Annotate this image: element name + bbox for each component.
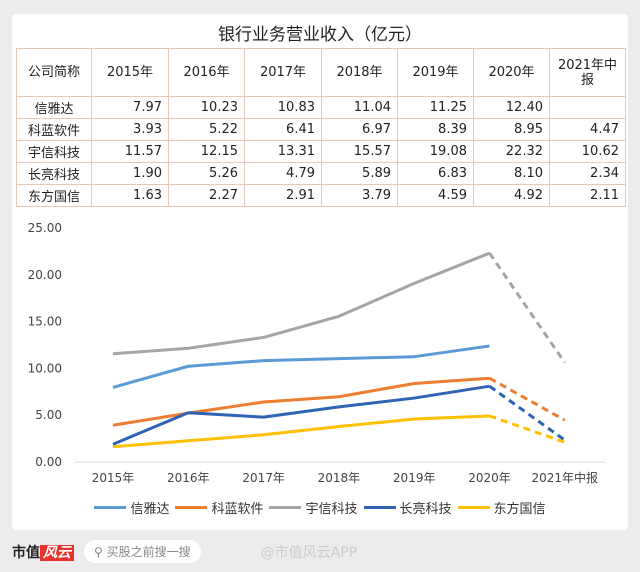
table-cell: 1.63	[91, 184, 169, 207]
table-cell: 5.26	[168, 162, 245, 185]
series-line-东方国信	[112, 414, 490, 449]
legend-item: 信雅达	[94, 498, 169, 517]
table-cell: 4.92	[473, 184, 550, 207]
series-dashed-长亮科技	[488, 384, 566, 442]
search-button[interactable]: ⚲ 买股之前搜一搜	[84, 540, 201, 563]
y-tick-label: 15.00	[28, 315, 62, 329]
legend-swatch	[175, 506, 208, 509]
x-tick-label: 2020年	[468, 471, 511, 485]
table-cell: 2019年	[397, 48, 474, 97]
legend: 信雅达 科蓝软件 宇信科技 长亮科技 东方国信	[0, 498, 640, 517]
y-tick-label: 20.00	[28, 268, 62, 282]
series-dashed-宇信科技	[488, 252, 567, 364]
table-cell: 2017年	[244, 48, 322, 97]
series-line-科蓝软件	[112, 376, 490, 427]
table-cell: 信雅达	[16, 96, 92, 119]
x-tick-label: 2018年	[318, 471, 361, 485]
legend-swatch	[269, 506, 302, 509]
series-line-长亮科技	[112, 384, 490, 446]
table-cell: 东方国信	[16, 184, 92, 207]
table-cell: 2020年	[473, 48, 550, 97]
table-row: 信雅达 7.97 10.23 10.83 11.04 11.25 12.40	[16, 96, 626, 119]
series-line-宇信科技	[112, 251, 491, 356]
x-tick-label: 2019年	[393, 471, 436, 485]
table-cell: 8.39	[397, 118, 474, 141]
legend-label: 宇信科技	[305, 502, 358, 517]
table-cell: 6.83	[397, 162, 474, 185]
table-cell: 宇信科技	[16, 140, 92, 163]
table-row: 科蓝软件 3.93 5.22 6.41 6.97 8.39 8.95 4.47	[16, 118, 626, 141]
table-row: 公司简称 2015年 2016年 2017年 2018年 2019年 2020年 2021年中…	[16, 48, 626, 97]
x-tick-label: 2016年	[167, 471, 210, 485]
x-tick-label: 2015年	[92, 471, 135, 485]
x-tick-label: 2021年中报	[532, 470, 599, 485]
table-row: 宇信科技 11.57 12.15 13.31 15.57 19.08 22.32 10.62	[16, 140, 626, 163]
footer: 市值 风云 ⚲ 买股之前搜一搜 @市值风云APP	[12, 540, 357, 563]
table-cell: 11.25	[397, 96, 474, 119]
y-tick-label: 25.00	[28, 221, 62, 235]
line-chart: 0.00 5.00 10.00 15.00 20.00 25.00 2015年 2016年 20…	[28, 221, 605, 485]
table-cell: 22.32	[473, 140, 550, 163]
legend-swatch	[94, 506, 127, 509]
legend-label: 长亮科技	[399, 502, 452, 517]
legend-swatch	[363, 506, 396, 509]
legend-swatch	[457, 506, 490, 509]
legend-item: 长亮科技	[363, 498, 452, 517]
x-tick-label: 2017年	[242, 471, 285, 485]
legend-item: 科蓝软件	[175, 498, 263, 517]
legend-label: 科蓝软件	[211, 502, 264, 517]
legend-item: 宇信科技	[269, 498, 358, 517]
table-cell: 10.83	[244, 96, 322, 119]
logo: 市值 风云	[12, 542, 74, 562]
series-dashed-东方国信	[489, 414, 566, 444]
table-cell: 2.27	[168, 184, 245, 207]
table-cell: 2.91	[244, 184, 322, 207]
table-row: 长亮科技 1.90 5.26 4.79 5.89 6.83 8.10 2.34	[16, 162, 626, 185]
table-cell: 4.79	[244, 162, 322, 185]
watermark: @市值风云APP	[260, 544, 358, 561]
y-tick-label: 5.00	[35, 408, 62, 422]
y-tick-label: 0.00	[35, 455, 62, 469]
chart-title: 银行业务营业收入（亿元）	[218, 25, 422, 45]
table-row: 东方国信 1.63 2.27 2.91 3.79 4.59 4.92 2.11	[16, 184, 626, 207]
legend-label: 东方国信	[493, 502, 546, 517]
table-cell: 2.11	[549, 184, 626, 207]
data-table: 公司简称 2015年 2016年 2017年 2018年 2019年 2020年 2021年中…	[16, 48, 626, 207]
series-line-信雅达	[112, 344, 490, 389]
table-cell: 8.95	[473, 118, 550, 141]
table-cell: 8.10	[473, 162, 550, 185]
table-cell: 3.79	[321, 184, 398, 207]
table-cell: 2018年	[321, 48, 398, 97]
legend-label: 信雅达	[130, 502, 170, 517]
series-dashed-科蓝软件	[488, 376, 566, 422]
legend-item: 东方国信	[457, 498, 546, 517]
y-tick-label: 10.00	[28, 361, 62, 375]
